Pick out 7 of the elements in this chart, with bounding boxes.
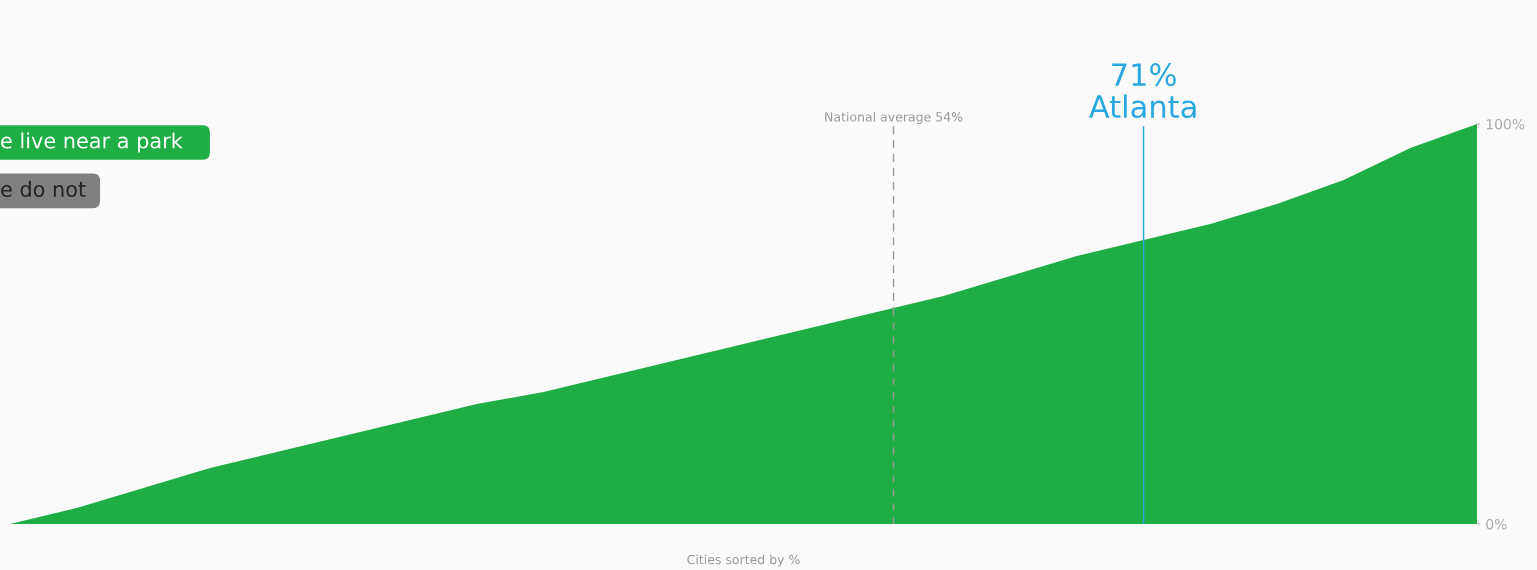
annotation: 71% Atlanta (1089, 63, 1196, 119)
y-tick-label: 0% (1486, 518, 1507, 530)
annotation: e do not (1, 180, 86, 197)
text: e live near a park (1, 132, 183, 153)
x-axis-title: Cities sorted by % (687, 554, 800, 567)
annotation: National average 54% (825, 111, 963, 124)
y-tick-label: 100% (1486, 118, 1525, 130)
